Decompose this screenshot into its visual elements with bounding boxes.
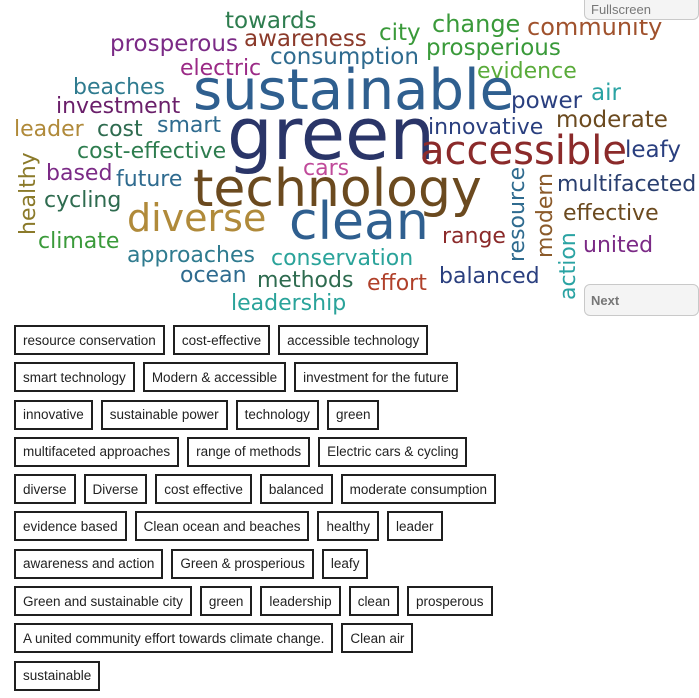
cloud-word-cycling: cycling xyxy=(44,188,122,213)
response-tag[interactable]: sustainable power xyxy=(100,399,228,430)
response-tag[interactable]: cost effective xyxy=(155,474,252,505)
response-tag[interactable]: Electric cars & cycling xyxy=(318,436,468,467)
cloud-word-prosperious: prosperious xyxy=(426,35,561,61)
cloud-word-leafy: leafy xyxy=(625,137,681,163)
tag-row: evidence based Clean ocean and beaches hea… xyxy=(14,511,694,548)
response-tag[interactable]: green xyxy=(199,586,253,617)
cloud-word-moderate: moderate xyxy=(556,107,668,133)
response-tag[interactable]: healthy xyxy=(317,511,379,542)
response-tag[interactable]: leafy xyxy=(321,548,369,579)
response-tag[interactable]: evidence based xyxy=(14,511,127,542)
tag-row: sustainable xyxy=(14,660,694,698)
response-tag[interactable]: multifaceted approaches xyxy=(14,436,180,467)
response-tag[interactable]: Green & prosperious xyxy=(171,548,314,579)
response-tag[interactable]: investment for the future xyxy=(294,362,458,393)
cloud-word-balanced: balanced xyxy=(439,264,540,289)
response-tag[interactable]: technology xyxy=(235,399,319,430)
response-tag[interactable]: diverse xyxy=(14,474,76,505)
tag-row: smart technology Modern & accessible inves… xyxy=(14,362,694,399)
response-tag[interactable]: range of methods xyxy=(187,436,311,467)
cloud-word-resource: resource xyxy=(505,166,530,262)
tag-row: multifaceted approaches range of methods E… xyxy=(14,436,694,474)
cloud-word-cost: cost xyxy=(97,117,143,142)
word-cloud: towards change community prosperous awar… xyxy=(0,0,696,320)
cloud-word-based: based xyxy=(46,161,113,186)
response-tag-list: resource conservation cost-effective acces… xyxy=(14,325,694,698)
cloud-word-accessible: accessible xyxy=(420,128,628,174)
cloud-word-sustainable: sustainable xyxy=(193,58,515,123)
cloud-word-towards: towards xyxy=(225,8,317,34)
cloud-word-air: air xyxy=(591,80,621,106)
response-tag[interactable]: leader xyxy=(387,511,443,542)
cloud-word-city: city xyxy=(379,20,421,46)
cloud-word-leadership: leadership xyxy=(231,291,347,316)
cloud-word-united: united xyxy=(583,233,654,258)
cloud-word-diverse: diverse xyxy=(127,196,267,240)
cloud-word-multifaceted: multifaceted xyxy=(557,172,697,197)
cloud-word-evidence: evidence xyxy=(477,59,577,84)
cloud-word-methods: methods xyxy=(257,268,354,293)
response-tag[interactable]: moderate consumption xyxy=(340,474,496,505)
cloud-word-green: green xyxy=(227,92,435,176)
cloud-word-healthy: healthy xyxy=(16,152,41,235)
cloud-word-consumption: consumption xyxy=(270,44,419,70)
cloud-word-approaches: approaches xyxy=(127,243,255,268)
response-tag[interactable]: Diverse xyxy=(83,474,148,505)
cloud-word-change: change xyxy=(432,10,521,38)
cloud-word-electric: electric xyxy=(180,56,262,81)
response-tag[interactable]: Modern & accessible xyxy=(142,362,287,393)
response-tag[interactable]: balanced xyxy=(259,474,333,505)
cloud-word-ocean: ocean xyxy=(180,263,247,288)
next-button[interactable]: Next xyxy=(584,284,699,316)
cloud-word-cost-effective: cost-effective xyxy=(77,139,227,164)
response-tag[interactable]: Clean ocean and beaches xyxy=(134,511,310,542)
cloud-word-investment: investment xyxy=(56,94,181,119)
cloud-word-effective: effective xyxy=(563,201,659,226)
cloud-word-action: action xyxy=(556,232,581,300)
response-tag[interactable]: smart technology xyxy=(14,362,135,393)
response-tag[interactable]: green xyxy=(326,399,380,430)
response-tag[interactable]: Green and sustainable city xyxy=(14,586,192,617)
cloud-word-clean: clean xyxy=(289,192,429,252)
response-tag[interactable]: Clean air xyxy=(341,623,414,654)
tag-row: awareness and action Green & prosperious l… xyxy=(14,548,694,586)
cloud-word-innovative: innovative xyxy=(428,115,544,140)
response-tag[interactable]: accessible technology xyxy=(278,325,429,355)
cloud-word-prosperous: prosperous xyxy=(110,31,238,57)
cloud-word-conservation: conservation xyxy=(271,246,414,271)
response-tag[interactable]: cost-effective xyxy=(172,325,271,355)
response-tag[interactable]: awareness and action xyxy=(14,548,164,579)
response-tag[interactable]: leadership xyxy=(260,586,341,617)
tag-row: diverse Diverse cost effective balanced mode… xyxy=(14,474,694,511)
response-tag[interactable]: clean xyxy=(348,586,399,617)
fullscreen-button[interactable]: Fullscreen xyxy=(584,0,699,20)
response-tag[interactable]: A united community effort towards climat… xyxy=(14,623,334,654)
cloud-word-awareness: awareness xyxy=(244,26,367,52)
tag-row: innovative sustainable power technology gre… xyxy=(14,399,694,437)
tag-row: resource conservation cost-effective acces… xyxy=(14,325,694,362)
cloud-word-future: future xyxy=(116,167,183,192)
cloud-word-power: power xyxy=(511,88,583,114)
response-tag[interactable]: resource conservation xyxy=(14,325,165,355)
cloud-word-effort: effort xyxy=(367,271,427,296)
response-tag[interactable]: prosperous xyxy=(406,586,493,617)
cloud-word-smart: smart xyxy=(157,113,222,138)
tag-row: Green and sustainable city green leadershi… xyxy=(14,586,694,623)
cloud-word-modern: modern xyxy=(533,173,558,258)
cloud-word-leader: leader xyxy=(14,117,84,142)
cloud-word-climate: climate xyxy=(38,229,120,254)
response-tag[interactable]: innovative xyxy=(14,399,93,430)
cloud-word-technology: technology xyxy=(193,159,482,219)
cloud-word-beaches: beaches xyxy=(73,75,166,100)
cloud-word-range: range xyxy=(442,224,506,249)
response-tag[interactable]: sustainable xyxy=(14,660,101,691)
tag-row: A united community effort towards climat… xyxy=(14,623,694,660)
cloud-word-cars: cars xyxy=(303,156,350,181)
